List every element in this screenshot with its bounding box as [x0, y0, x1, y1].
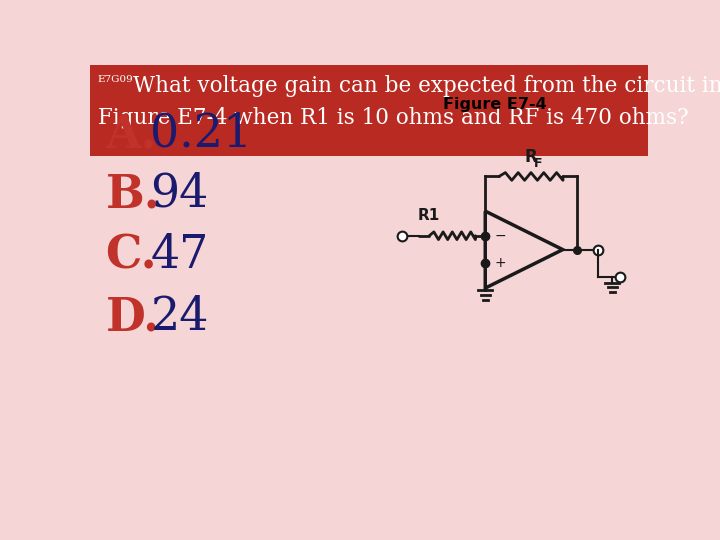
- Text: 24: 24: [150, 295, 209, 340]
- Text: 0.21: 0.21: [150, 111, 253, 157]
- Text: A.: A.: [106, 111, 157, 157]
- Text: What voltage gain can be expected from the circuit in: What voltage gain can be expected from t…: [132, 75, 720, 97]
- Text: 47: 47: [150, 233, 209, 279]
- Text: −: −: [495, 229, 506, 243]
- Text: Figure E7-4: Figure E7-4: [443, 97, 546, 112]
- Text: F: F: [534, 157, 543, 170]
- Text: R1: R1: [418, 208, 440, 224]
- Text: C.: C.: [106, 233, 157, 279]
- Text: B.: B.: [106, 171, 161, 217]
- Bar: [90, 156, 648, 481]
- Bar: [90, 65, 648, 156]
- Text: D.: D.: [106, 294, 160, 340]
- Text: Figure E7-4 when R1 is 10 ohms and RF is 470 ohms?: Figure E7-4 when R1 is 10 ohms and RF is…: [98, 107, 688, 129]
- Text: R: R: [525, 148, 538, 166]
- Text: E7G09: E7G09: [98, 75, 133, 84]
- Text: +: +: [495, 256, 506, 271]
- Text: 94: 94: [150, 172, 209, 217]
